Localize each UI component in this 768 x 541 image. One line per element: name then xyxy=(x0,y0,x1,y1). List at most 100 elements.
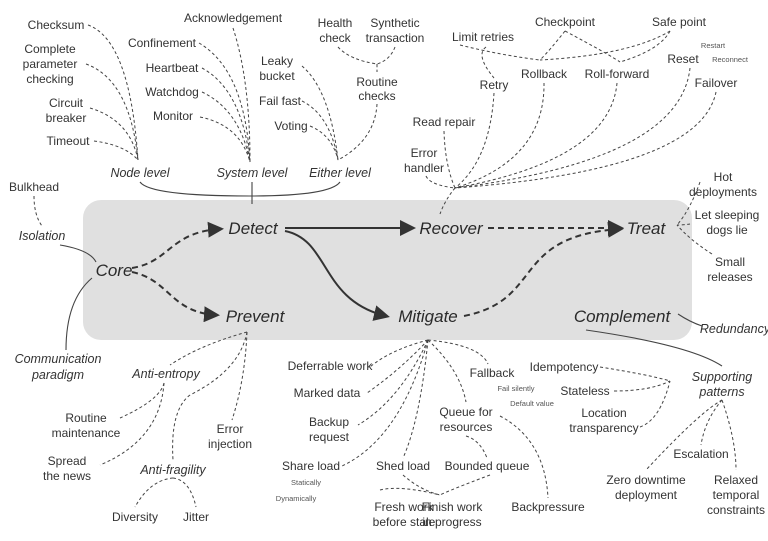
anti-fragility-label: Anti-fragility xyxy=(139,463,206,477)
connector-line xyxy=(481,46,495,79)
connector-line xyxy=(443,130,456,189)
connector-line xyxy=(337,103,378,161)
connector-line xyxy=(65,277,93,351)
let-sleeping-dogs-lie-label: dogs lie xyxy=(706,223,748,237)
anti-entropy-label: Anti-entropy xyxy=(131,367,200,381)
let-sleeping-dogs-lie-label: Let sleeping xyxy=(695,208,760,222)
connector-line xyxy=(459,44,541,61)
node-level-label: Node level xyxy=(110,166,170,180)
health-check-label: Health xyxy=(318,16,353,30)
connector-line xyxy=(199,116,251,163)
fail-silently-label: Fail silently xyxy=(497,384,534,393)
fresh-work-before-stale-label: before stale xyxy=(373,515,436,529)
fresh-work-before-stale-label: Fresh work xyxy=(374,500,434,514)
connector-line xyxy=(99,382,165,466)
connector-line xyxy=(676,224,713,255)
failover-label: Failover xyxy=(695,76,738,90)
core-label: Core xyxy=(96,261,133,280)
communication-label: paradigm xyxy=(31,368,84,382)
core-box xyxy=(83,200,692,340)
connector-line xyxy=(499,415,549,499)
connector-line xyxy=(59,244,97,263)
connector-line xyxy=(645,399,723,471)
escalation-label: Escalation xyxy=(673,447,728,461)
fallback-label: Fallback xyxy=(470,366,516,380)
arrow-mitigate-treat xyxy=(463,221,624,317)
connector-line xyxy=(677,313,703,327)
complete-parameter-checking-label: Complete xyxy=(24,42,76,56)
diversity-label: Diversity xyxy=(112,510,158,524)
connector-line xyxy=(33,195,43,227)
connector-line xyxy=(721,399,737,471)
connector-line xyxy=(119,382,165,419)
connector-line xyxy=(379,487,441,496)
connector-line xyxy=(93,140,139,161)
zero-downtime-deployment-label: Zero downtime xyxy=(606,473,686,487)
connector-line xyxy=(139,181,251,197)
queue-for-resources-label: Queue for xyxy=(439,405,492,419)
connector-line xyxy=(339,339,429,468)
connector-line xyxy=(376,46,396,65)
timeout-label: Timeout xyxy=(47,134,91,148)
connectors xyxy=(33,24,737,508)
location-transparency-label: Location xyxy=(581,406,626,420)
connector-line xyxy=(465,435,488,459)
connector-line xyxy=(172,394,191,461)
small-releases-label: releases xyxy=(707,270,752,284)
connector-line xyxy=(639,380,671,428)
connector-line xyxy=(169,331,248,366)
routine-checks-label: checks xyxy=(358,89,395,103)
reset-label: Reset xyxy=(667,52,699,66)
reconnect-label: Reconnect xyxy=(712,55,749,64)
either-level-label: Either level xyxy=(309,166,372,180)
connector-line xyxy=(134,477,174,508)
supporting-patterns-label: patterns xyxy=(698,385,744,399)
connector-line xyxy=(232,27,251,163)
connector-line xyxy=(427,339,489,365)
communication-label: Communication xyxy=(15,352,102,366)
connector-line xyxy=(599,366,671,382)
retry-label: Retry xyxy=(480,78,509,92)
finish-work-in-progress-label: in progress xyxy=(422,515,481,529)
arrow-detect-mitigate xyxy=(284,230,390,321)
roll-forward-label: Roll-forward xyxy=(585,67,650,81)
limit-retries-label: Limit retries xyxy=(452,30,514,44)
connector-line xyxy=(402,474,441,496)
routine-maintenance-label: maintenance xyxy=(52,426,121,440)
heartbeat-label: Heartbeat xyxy=(146,61,199,75)
redundancy-label: Redundancy xyxy=(700,322,768,336)
rollback-label: Rollback xyxy=(521,67,568,81)
backup-request-label: Backup xyxy=(309,415,349,429)
stateless-label: Stateless xyxy=(560,384,609,398)
bounded-queue-label: Bounded queue xyxy=(445,459,530,473)
error-injection-label: Error xyxy=(217,422,244,436)
connector-line xyxy=(198,42,251,163)
connector-line xyxy=(454,91,717,189)
restart-label: Restart xyxy=(701,41,726,50)
statically-label: Statically xyxy=(291,478,321,487)
connector-line xyxy=(613,380,671,392)
connector-line xyxy=(454,82,545,189)
connector-line xyxy=(85,63,139,161)
default-value-label: Default value xyxy=(510,399,554,408)
connector-line xyxy=(439,474,491,496)
shed-load-label: Shed load xyxy=(376,459,430,473)
connector-line xyxy=(454,82,618,189)
connector-line xyxy=(189,331,248,396)
connector-line xyxy=(539,30,671,61)
spread-the-news-label: the news xyxy=(43,469,91,483)
acknowledgement-label: Acknowledgement xyxy=(184,11,283,25)
fail-fast-label: Fail fast xyxy=(259,94,302,108)
watchdog-label: Watchdog xyxy=(145,85,199,99)
supporting-patterns-label: Supporting xyxy=(692,370,753,384)
hot-deployments-label: Hot xyxy=(714,170,733,184)
connector-line xyxy=(676,223,691,226)
connector-line xyxy=(425,175,456,189)
connector-line xyxy=(357,339,429,426)
connector-line xyxy=(301,65,339,161)
relaxed-temporal-constraints-label: Relaxed xyxy=(714,473,758,487)
connector-line xyxy=(201,67,251,163)
share-load-label: Share load xyxy=(282,459,340,473)
